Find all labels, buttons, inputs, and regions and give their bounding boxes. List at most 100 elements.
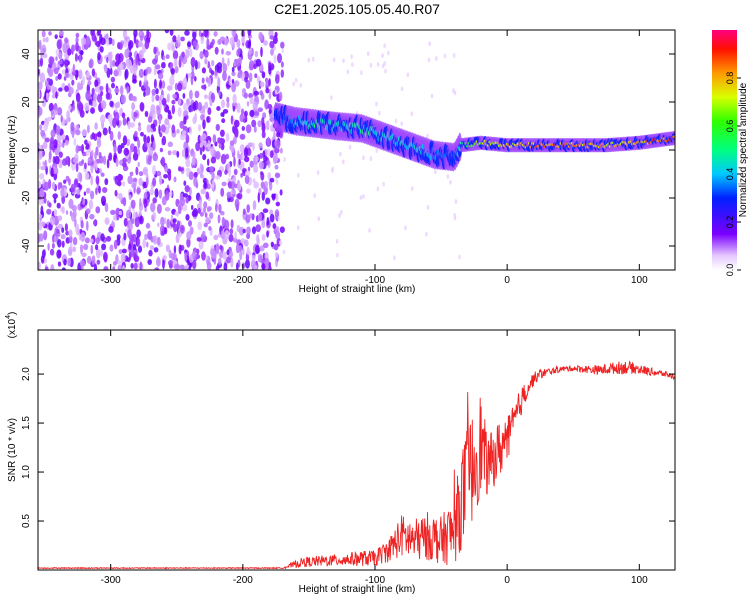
heatmap-noise-cell [147,230,153,240]
heatmap-noise-cell [114,61,120,67]
heatmap-noise-cell [137,139,141,149]
heatmap-noise-cell [179,196,186,207]
heatmap-noise-cell [200,114,205,121]
heatmap-noise-cell [177,82,183,92]
heatmap-noise-cell [131,109,134,120]
heatmap-noise-cell [39,72,46,83]
heatmap-noise-cell [100,114,106,124]
heatmap-noise-cell [44,137,50,143]
heatmap-noise-cell [89,213,95,220]
heatmap-noise-cell [120,94,126,105]
heatmap-noise-cell [53,139,58,149]
heatmap-noise-cell [126,85,130,94]
heatmap-noise-cell [274,89,278,95]
spectrogram-ylabel: Frequency (Hz) [7,116,18,185]
heatmap-noise-cell [248,47,253,55]
heatmap-noise-cell [82,198,86,205]
heatmap-noise-cell [256,234,260,244]
heatmap-noise-cell [242,228,246,234]
heatmap-noise-cell [209,166,214,172]
heatmap-noise-cell [120,253,126,263]
heatmap-noise-cell [88,199,94,210]
heatmap-noise-cell [64,72,71,78]
heatmap-noise-cell [255,58,262,67]
heatmap-noise-cell [43,122,48,132]
heatmap-noise-cell [251,119,257,128]
heatmap-noise-cell [92,100,97,108]
heatmap-noise-cell [170,252,176,261]
heatmap-noise-cell [202,154,207,161]
heatmap-noise-cell [76,81,81,91]
heatmap-noise-cell [142,238,146,249]
heatmap-noise-cell [61,141,65,148]
x-tick-label: -200 [233,275,253,286]
heatmap-noise-cell [152,197,157,204]
heatmap-noise-cell [191,205,194,210]
heatmap-noise-cell [156,170,162,177]
heatmap-noise-cell [95,40,101,48]
heatmap-noise-cell [205,76,209,83]
heatmap-noise-cell [133,66,137,76]
heatmap-noise-cell [185,214,190,221]
heatmap-noise-cell [137,262,140,269]
heatmap-noise-cell [241,126,245,131]
heatmap-noise-cell [221,57,225,65]
heatmap-noise-cell [131,102,136,111]
heatmap-noise-cell [360,70,363,75]
heatmap-noise-cell [57,215,63,221]
heatmap-noise-cell [283,157,286,162]
heatmap-noise-cell [179,120,185,129]
heatmap-noise-cell [231,79,235,84]
heatmap-noise-cell [169,190,173,197]
heatmap-noise-cell [39,173,45,180]
heatmap-noise-cell [73,138,77,146]
heatmap-noise-cell [157,72,164,80]
heatmap-noise-cell [426,133,429,139]
heatmap-noise-cell [74,53,78,62]
heatmap-noise-cell [135,55,139,66]
heatmap-noise-cell [103,251,108,262]
heatmap-noise-cell [226,249,230,256]
heatmap-noise-cell [213,234,219,241]
snr-multiplier-base: (x10 [7,318,18,338]
heatmap-noise-cell [91,255,96,266]
heatmap-noise-cell [130,199,136,209]
spectrogram-xlabel: Height of straight line (km) [299,284,416,295]
heatmap-noise-cell [163,174,169,179]
heatmap-noise-cell [236,49,240,57]
heatmap-noise-cell [253,164,259,173]
heatmap-noise-cell [222,70,227,82]
heatmap-noise-cell [96,138,102,148]
heatmap-noise-cell [207,77,212,87]
heatmap-noise-cell [158,189,163,199]
heatmap-noise-cell [161,97,167,106]
heatmap-noise-cell [133,30,138,38]
heatmap-noise-cell [452,53,456,58]
heatmap-noise-cell [203,222,208,228]
heatmap-noise-cell [61,195,66,204]
heatmap-noise-cell [46,85,52,90]
colorbar-tick-label: 0.4 [725,168,735,181]
heatmap-noise-cell [72,157,79,164]
colorbar-tick-label: 0.8 [725,72,735,85]
heatmap-noise-cell [164,164,168,173]
heatmap-noise-cell [64,223,68,232]
heatmap-noise-cell [294,77,298,83]
heatmap-noise-cell [254,73,258,79]
heatmap-noise-cell [147,156,152,166]
heatmap-noise-cell [177,34,181,44]
heatmap-noise-cell [136,187,141,194]
heatmap-noise-cell [152,58,158,65]
heatmap-noise-cell [342,58,345,64]
heatmap-noise-cell [49,216,56,226]
heatmap-noise-cell [147,116,153,123]
heatmap-noise-cell [156,106,161,116]
heatmap-noise-cell [144,110,149,118]
heatmap-noise-cell [247,30,252,36]
heatmap-noise-cell [63,179,67,184]
heatmap-noise-cell [199,51,204,60]
heatmap-noise-cell [108,52,113,62]
heatmap-noise-cell [122,162,127,168]
heatmap-noise-cell [201,67,206,74]
